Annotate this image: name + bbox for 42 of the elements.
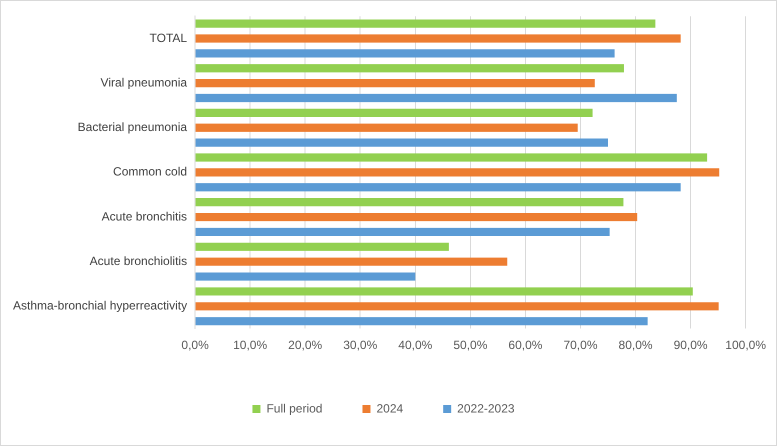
- legend-label: 2022-2023: [457, 401, 515, 416]
- bar: [196, 183, 681, 192]
- x-tick-label: 100,0%: [725, 338, 766, 352]
- y-tick-label: Acute bronchiolitis: [90, 254, 188, 268]
- legend-label: 2024: [376, 401, 404, 416]
- bar: [196, 64, 624, 72]
- bar: [196, 20, 656, 28]
- bar: [196, 168, 720, 176]
- x-tick-label: 60,0%: [508, 338, 543, 352]
- bar: [196, 302, 719, 310]
- x-tick-label: 70,0%: [563, 338, 598, 352]
- x-tick-label: 80,0%: [618, 338, 653, 352]
- y-tick-label: Asthma-bronchial hyperreactivity: [12, 298, 188, 313]
- bar: [196, 124, 578, 132]
- x-tick-label: 40,0%: [398, 338, 433, 352]
- y-tick-label: TOTAL: [149, 30, 188, 45]
- bar: [196, 287, 693, 296]
- bar: [196, 317, 648, 326]
- bar: [196, 94, 677, 102]
- bar: [196, 212, 638, 222]
- legend-label: Full period: [266, 401, 322, 416]
- bar: [196, 198, 624, 206]
- bar: [196, 108, 593, 117]
- bar: [196, 138, 608, 147]
- x-tick-label: 50,0%: [453, 338, 488, 352]
- bar: [196, 242, 449, 251]
- bar: [196, 79, 595, 88]
- bar: [196, 258, 508, 266]
- bar: [196, 49, 615, 58]
- bar: [196, 228, 610, 236]
- y-tick-label: Common cold: [113, 164, 188, 179]
- bar: [196, 34, 681, 43]
- x-tick-label: 10,0%: [233, 338, 268, 352]
- y-tick-label: Viral pneumonia: [100, 75, 188, 90]
- bar: [196, 272, 416, 281]
- x-tick-label: 20,0%: [288, 338, 323, 352]
- x-tick-label: 30,0%: [343, 338, 378, 352]
- bar: [196, 153, 708, 162]
- y-tick-label: Acute bronchitis: [102, 209, 188, 224]
- y-tick-label: Bacterial pneumonia: [78, 120, 188, 134]
- x-tick-label: 0,0%: [181, 338, 210, 352]
- x-tick-label: 90,0%: [674, 338, 708, 352]
